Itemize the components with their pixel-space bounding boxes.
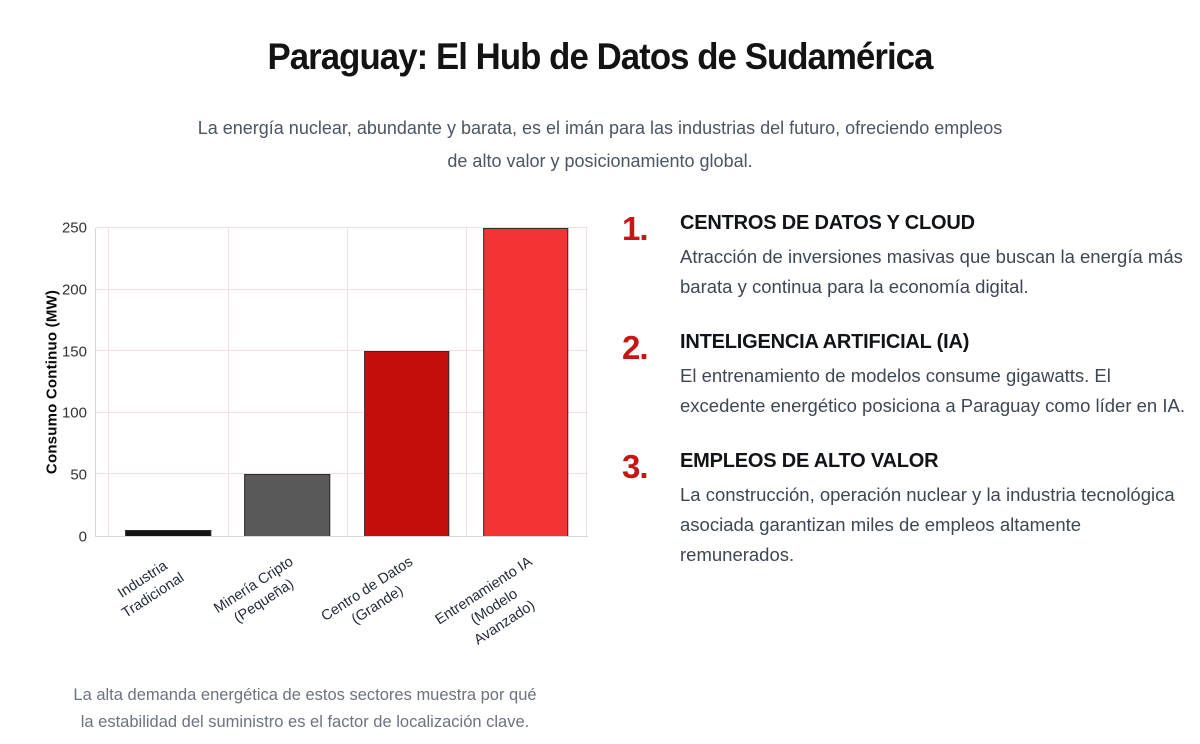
gridline-vertical — [585, 228, 587, 536]
gridline-vertical — [108, 228, 110, 536]
item-body: Atracción de inversiones masivas que bus… — [680, 246, 1183, 297]
gridline-vertical — [346, 228, 348, 536]
page-title: Paraguay: El Hub de Datos de Sudamérica — [267, 36, 934, 77]
page-subtitle: La energía nuclear, abundante y barata, … — [197, 118, 1003, 172]
energy-consumption-chart: Consumo Continuo (MW) 0 50 100 150 200 250 In… — [40, 200, 600, 665]
item-number: 1. — [622, 210, 649, 247]
list-item: 3. EMPLEOS DE ALTO VALOR La construcción… — [622, 450, 1188, 570]
x-axis-labels: Industria Tradicional Minería Cripto (Peq… — [95, 547, 588, 662]
x-tick-label: Industria Tradicional — [114, 557, 187, 622]
y-tick-label: 50 — [70, 466, 87, 484]
gridline-horizontal — [96, 350, 588, 352]
gridline-horizontal — [96, 288, 588, 290]
y-tick-label: 0 — [78, 528, 87, 546]
y-tick-label: 250 — [61, 219, 87, 237]
item-content: CENTROS DE DATOS Y CLOUD Atracción de in… — [680, 212, 1188, 302]
chart-bar — [125, 529, 211, 536]
item-body: El entrenamiento de modelos consume giga… — [680, 364, 1185, 416]
y-axis-ticks: 0 50 100 150 200 250 — [40, 220, 87, 546]
chart-caption: La alta demanda energética de estos sect… — [73, 686, 537, 732]
sector-list: 1. CENTROS DE DATOS Y CLOUD Atracción de… — [622, 212, 1188, 599]
x-tick-label: Minería Cripto (Pequeña) — [210, 553, 297, 627]
y-tick-label: 100 — [61, 404, 87, 422]
list-item: 1. CENTROS DE DATOS Y CLOUD Atracción de… — [622, 212, 1188, 302]
chart-bar — [363, 351, 450, 536]
chart-bar — [483, 228, 569, 536]
item-number: 2. — [622, 328, 649, 366]
gridline-vertical — [227, 228, 229, 536]
item-heading: CENTROS DE DATOS Y CLOUD — [680, 212, 975, 234]
chart-plot-area — [95, 227, 588, 537]
item-body: La construcción, operación nuclear y la … — [680, 483, 1175, 565]
item-number: 3. — [622, 447, 649, 485]
gridline-vertical — [466, 228, 468, 536]
item-content: INTELIGENCIA ARTIFICIAL (IA) El entrenam… — [680, 331, 1188, 421]
gridline-horizontal — [96, 411, 588, 413]
list-item: 2. INTELIGENCIA ARTIFICIAL (IA) El entre… — [622, 331, 1188, 421]
item-heading: EMPLEOS DE ALTO VALOR — [680, 449, 939, 472]
y-tick-label: 150 — [61, 343, 87, 361]
x-tick-label: Centro de Datos (Grande) — [318, 553, 416, 628]
y-tick-label: 200 — [61, 281, 87, 299]
item-heading: INTELIGENCIA ARTIFICIAL (IA) — [680, 330, 970, 353]
gridline-horizontal — [96, 473, 588, 475]
gridline-horizontal — [96, 227, 588, 228]
x-tick-label: Entrenamiento IA (Modelo Avanzado) — [432, 553, 538, 649]
chart-bar — [244, 474, 331, 536]
item-content: EMPLEOS DE ALTO VALOR La construcción, o… — [680, 450, 1188, 570]
